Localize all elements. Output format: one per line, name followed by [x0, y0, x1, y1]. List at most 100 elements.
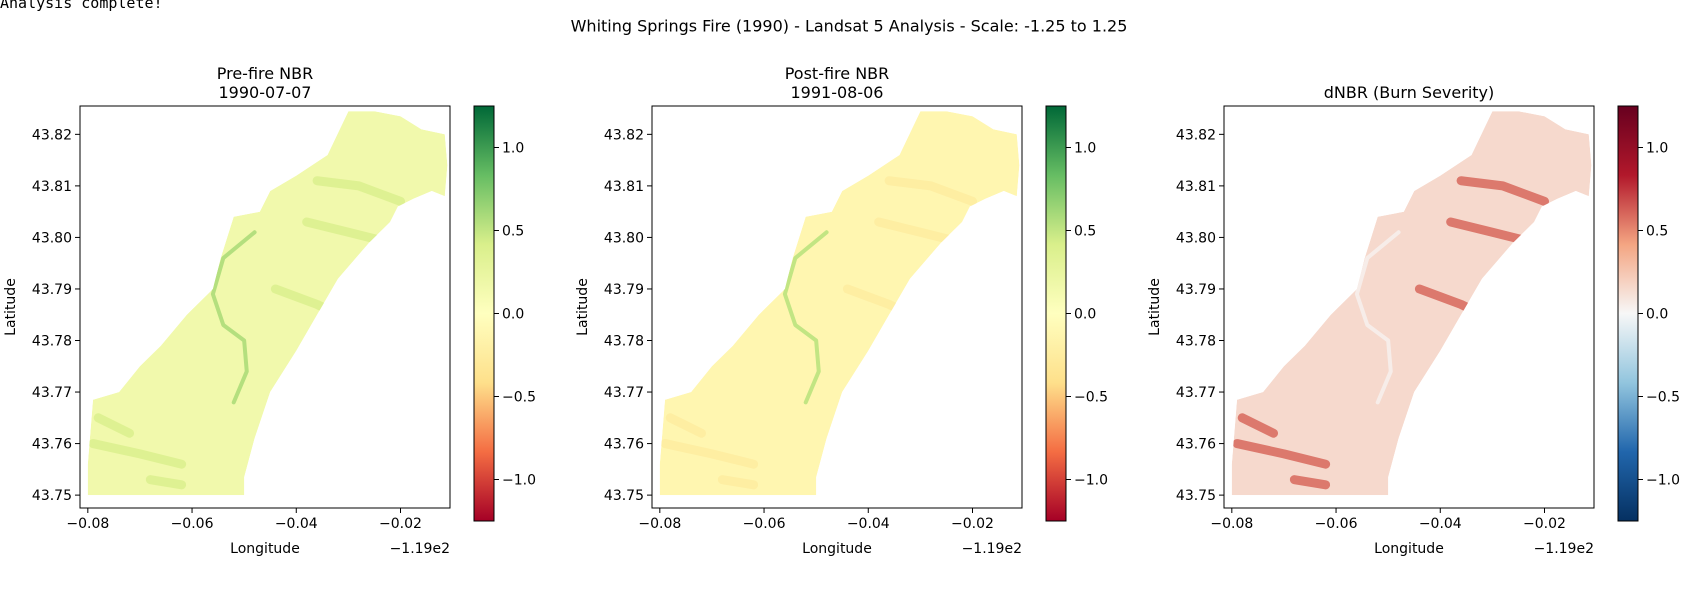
- subplot-title: Post-fire NBR: [785, 64, 890, 83]
- x-axis-label: Longitude: [802, 541, 872, 557]
- y-tick-label: 43.78: [32, 334, 72, 350]
- raster-stream-corridor: [210, 230, 257, 405]
- colorbar-gradient: [1045, 105, 1067, 522]
- x-tick-label: −0.04: [847, 516, 890, 532]
- colorbar-tick-label: −1.0: [1074, 473, 1108, 489]
- colorbar-tick-label: 1.0: [1646, 141, 1668, 157]
- axes-frame: [79, 105, 451, 509]
- y-tick-label: 43.78: [604, 334, 644, 350]
- raster-ridge-7: [717, 475, 759, 490]
- x-tick-label: −0.08: [638, 516, 681, 532]
- x-tick-label: −0.02: [1523, 516, 1566, 532]
- y-axis-label: Latitude: [3, 278, 19, 336]
- colorbar-tick-label: 1.0: [1074, 141, 1096, 157]
- y-tick-label: 43.75: [32, 488, 72, 504]
- raster-ridge-2: [312, 176, 405, 206]
- colorbar: −1.0 −0.5 0.0 0.5 1.0: [1617, 105, 1680, 522]
- y-tick-label: 43.81: [1176, 179, 1216, 195]
- y-tick-label: 43.78: [1176, 334, 1216, 350]
- raster-ridge-6: [1237, 413, 1279, 438]
- x-offset-label: −1.19e2: [1534, 541, 1594, 557]
- x-tick-label: −0.06: [1315, 516, 1358, 532]
- axes-frame: [1223, 105, 1595, 509]
- colorbar-tick-label: 0.0: [1646, 307, 1668, 323]
- colorbar-tick-label: 0.0: [502, 307, 524, 323]
- raster-ridge-4: [900, 284, 977, 340]
- x-axis-label: Longitude: [1374, 541, 1444, 557]
- y-tick-label: 43.82: [1176, 127, 1216, 143]
- y-axis-label: Latitude: [1147, 278, 1163, 336]
- y-tick-label: 43.79: [1176, 282, 1216, 298]
- y-tick-label: 43.80: [604, 230, 644, 246]
- y-tick-label: 43.79: [32, 282, 72, 298]
- x-tick-label: −0.02: [951, 516, 994, 532]
- figure-suptitle: Whiting Springs Fire (1990) - Landsat 5 …: [571, 17, 1128, 36]
- y-tick-label: 43.81: [32, 179, 72, 195]
- y-tick-label: 43.77: [1176, 385, 1216, 401]
- raster-ridge-4: [1472, 284, 1549, 340]
- subplot-title: dNBR (Burn Severity): [1324, 83, 1495, 102]
- x-offset-label: −1.19e2: [962, 541, 1022, 557]
- colorbar: −1.0 −0.5 0.0 0.5 1.0: [473, 105, 536, 522]
- subplot-title: Pre-fire NBR: [217, 64, 314, 83]
- x-tick-label: −0.06: [171, 516, 214, 532]
- x-tick-label: −0.04: [275, 516, 318, 532]
- y-tick-label: 43.77: [604, 385, 644, 401]
- x-offset-label: −1.19e2: [390, 541, 450, 557]
- raster-fill: [659, 111, 1020, 496]
- y-tick-label: 43.75: [1176, 488, 1216, 504]
- raster-ridge-7: [145, 475, 187, 490]
- x-tick-label: −0.04: [1419, 516, 1462, 532]
- nbr-raster: [1231, 111, 1592, 496]
- raster-fill: [87, 111, 448, 496]
- subplot-title: 1990-07-07: [219, 83, 312, 102]
- colorbar: −1.0 −0.5 0.0 0.5 1.0: [1045, 105, 1108, 522]
- raster-ridge-6: [665, 413, 707, 438]
- y-axis-label: Latitude: [575, 278, 591, 336]
- colorbar-tick-label: −0.5: [1646, 390, 1680, 406]
- raster-ridge-2: [884, 176, 977, 206]
- y-tick-label: 43.79: [604, 282, 644, 298]
- x-axis-label: Longitude: [230, 541, 300, 557]
- colorbar-tick-label: 1.0: [502, 141, 524, 157]
- axes-frame: [651, 105, 1023, 509]
- colorbar-tick-label: 0.5: [1646, 224, 1668, 240]
- nbr-raster: [659, 111, 1020, 496]
- raster-stream-corridor: [1354, 230, 1401, 405]
- y-tick-label: 43.77: [32, 385, 72, 401]
- nbr-raster: [87, 111, 448, 496]
- console-output-line: Analysis complete!: [0, 0, 163, 12]
- y-tick-label: 43.80: [32, 230, 72, 246]
- colorbar-tick-label: 0.5: [1074, 224, 1096, 240]
- raster-fill: [1231, 111, 1592, 496]
- colorbar-gradient: [473, 105, 495, 522]
- raster-ridge-5: [88, 439, 187, 469]
- colorbar-tick-label: −0.5: [502, 390, 536, 406]
- raster-ridge-6: [93, 413, 135, 438]
- raster-ridge-5: [1232, 439, 1331, 469]
- colorbar-tick-label: −1.0: [502, 473, 536, 489]
- y-tick-label: 43.82: [604, 127, 644, 143]
- raster-ridge-2: [1456, 176, 1549, 206]
- subplot-panel-3: dNBR (Burn Severity) −0.08 −0.06 −0.04 −0.02…: [1147, 83, 1680, 557]
- subplot-title: 1991-08-06: [791, 83, 884, 102]
- x-tick-label: −0.08: [1210, 516, 1253, 532]
- y-tick-label: 43.75: [604, 488, 644, 504]
- raster-ridge-5: [660, 439, 759, 469]
- raster-ridge-4: [328, 284, 405, 340]
- y-tick-label: 43.76: [604, 437, 644, 453]
- x-tick-label: −0.06: [743, 516, 786, 532]
- x-tick-label: −0.02: [379, 516, 422, 532]
- y-tick-label: 43.76: [32, 437, 72, 453]
- colorbar-gradient: [1617, 105, 1639, 522]
- raster-ridge-7: [1289, 475, 1331, 490]
- y-tick-label: 43.76: [1176, 437, 1216, 453]
- y-tick-label: 43.82: [32, 127, 72, 143]
- x-tick-label: −0.08: [66, 516, 109, 532]
- colorbar-tick-label: −1.0: [1646, 473, 1680, 489]
- y-tick-label: 43.80: [1176, 230, 1216, 246]
